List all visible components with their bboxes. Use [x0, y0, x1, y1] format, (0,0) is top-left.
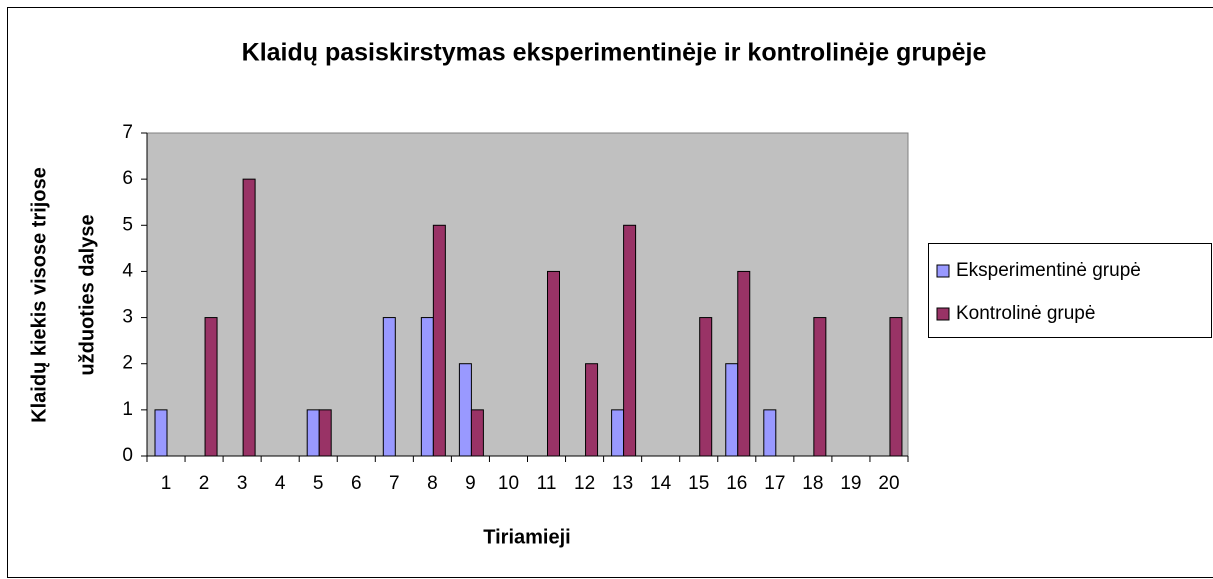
bar [382, 317, 396, 457]
x-tick-label: 6 [351, 473, 362, 494]
y-axis-title-line: Klaidų kiekis visose trijose [28, 167, 50, 423]
y-tick-label: 1 [122, 399, 133, 420]
legend-swatch [936, 264, 950, 278]
x-tick-label: 11 [537, 473, 557, 494]
x-tick-label: 15 [688, 473, 709, 494]
x-tick-label: 9 [465, 473, 476, 494]
y-tick-label: 3 [122, 307, 133, 328]
chart-title: Klaidų pasiskirstymas eksperimentinėje i… [242, 39, 987, 67]
bar [458, 363, 472, 457]
y-axis-title: Klaidų kiekis visose trijose užduoties d… [28, 167, 98, 423]
x-tick-label: 12 [574, 473, 595, 494]
bar [737, 270, 751, 457]
x-axis-title: Tiriamieji [483, 526, 570, 548]
y-tick-label: 7 [122, 122, 133, 143]
x-tick-label: 5 [313, 473, 324, 494]
bar [242, 178, 256, 457]
legend-label: Eksperimentinė grupė [956, 260, 1141, 281]
y-tick-label: 4 [122, 260, 133, 281]
bar [470, 409, 484, 457]
bar [763, 409, 777, 457]
x-tick-label: 18 [802, 473, 823, 494]
x-tick-label: 17 [764, 473, 785, 494]
y-tick-label: 6 [122, 168, 133, 189]
x-tick-label: 1 [161, 473, 172, 494]
bar [154, 409, 168, 457]
x-tick-label: 7 [389, 473, 400, 494]
x-tick-label: 13 [612, 473, 633, 494]
bar [725, 363, 739, 457]
bar [699, 317, 713, 457]
bar [420, 317, 434, 457]
bar [306, 409, 320, 457]
bar [547, 270, 560, 457]
x-tick-label: 2 [199, 473, 210, 494]
y-tick-label: 5 [122, 214, 133, 235]
bar [623, 224, 637, 457]
bar [813, 317, 827, 457]
bar [318, 409, 332, 457]
x-tick-label: 8 [427, 473, 438, 494]
x-tick-label: 20 [878, 473, 899, 494]
bar [432, 224, 446, 457]
legend-swatch [936, 307, 950, 321]
y-axis-title-line: užduoties dalyse [76, 214, 98, 375]
y-tick-label: 2 [122, 353, 133, 374]
x-tick-label: 4 [275, 473, 286, 494]
x-tick-label: 3 [237, 473, 248, 494]
y-tick-label: 0 [122, 445, 133, 466]
legend-label: Kontrolinė grupė [956, 303, 1095, 324]
plot-area [146, 132, 909, 457]
x-tick-label: 19 [840, 473, 861, 494]
x-tick-label: 10 [498, 473, 519, 494]
x-tick-label: 14 [650, 473, 672, 494]
legend-box [928, 243, 1212, 338]
x-tick-label: 16 [726, 473, 747, 494]
bar [889, 317, 903, 457]
bar [611, 409, 625, 457]
bar [585, 363, 599, 457]
bar [204, 317, 218, 457]
